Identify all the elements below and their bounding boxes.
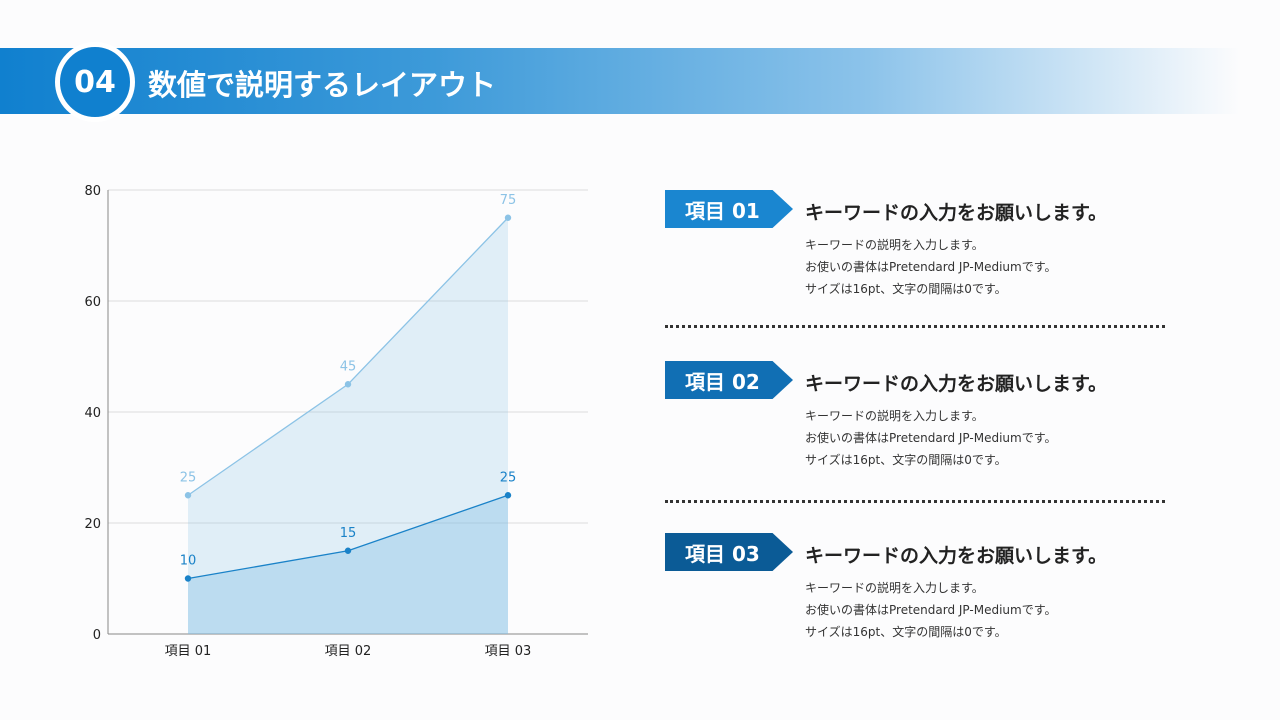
y-tick-label: 0 <box>93 628 101 643</box>
item-description: キーワードの説明を入力します。お使いの書体はPretendard JP-Medi… <box>805 405 1057 471</box>
y-tick-label: 20 <box>84 517 101 532</box>
data-label: 25 <box>180 470 197 485</box>
item-heading: キーワードの入力をお願いします。 <box>805 373 1108 395</box>
item-tag: 項目 03 <box>665 533 793 571</box>
x-tick-label: 項目 03 <box>485 644 532 659</box>
data-label: 45 <box>340 359 357 374</box>
data-point <box>184 575 192 582</box>
description-line: お使いの書体はPretendard JP-Mediumです。 <box>805 603 1057 617</box>
item-heading: キーワードの入力をお願いします。 <box>805 202 1108 224</box>
x-tick-label: 項目 02 <box>325 644 372 659</box>
section-number: 04 <box>55 42 135 122</box>
y-tick-label: 80 <box>84 184 101 199</box>
y-tick-label: 60 <box>84 295 101 310</box>
series-area <box>188 217 508 634</box>
data-label: 10 <box>180 554 197 569</box>
item-description: キーワードの説明を入力します。お使いの書体はPretendard JP-Medi… <box>805 577 1057 643</box>
area-chart: 0 20 40 60 80 25 45 75 10 15 25 項目 01 項目 02 項目 03 <box>84 184 588 659</box>
item-heading: キーワードの入力をお願いします。 <box>805 545 1108 567</box>
divider <box>665 500 1165 503</box>
description-line: サイズは16pt、文字の間隔は0です。 <box>805 625 1007 639</box>
description-line: お使いの書体はPretendard JP-Mediumです。 <box>805 260 1057 274</box>
x-tick-label: 項目 01 <box>165 644 212 659</box>
data-label: 25 <box>500 470 517 485</box>
data-label: 15 <box>340 526 357 541</box>
page-title: 数値で説明するレイアウト <box>148 68 497 102</box>
y-tick-label: 40 <box>84 406 101 421</box>
description-line: キーワードの説明を入力します。 <box>805 238 984 252</box>
data-point <box>504 214 512 221</box>
item-tag: 項目 01 <box>665 190 793 228</box>
description-line: キーワードの説明を入力します。 <box>805 581 984 595</box>
data-point <box>344 547 352 554</box>
header-banner <box>0 48 1240 114</box>
data-point <box>344 381 352 388</box>
item-description: キーワードの説明を入力します。お使いの書体はPretendard JP-Medi… <box>805 234 1057 300</box>
data-point <box>184 492 192 499</box>
data-point <box>504 492 512 499</box>
description-line: キーワードの説明を入力します。 <box>805 409 984 423</box>
divider <box>665 325 1165 328</box>
description-line: お使いの書体はPretendard JP-Mediumです。 <box>805 431 1057 445</box>
data-label: 75 <box>500 193 517 208</box>
item-tag: 項目 02 <box>665 361 793 399</box>
series-area <box>188 495 508 634</box>
description-line: サイズは16pt、文字の間隔は0です。 <box>805 282 1007 296</box>
description-line: サイズは16pt、文字の間隔は0です。 <box>805 453 1007 467</box>
